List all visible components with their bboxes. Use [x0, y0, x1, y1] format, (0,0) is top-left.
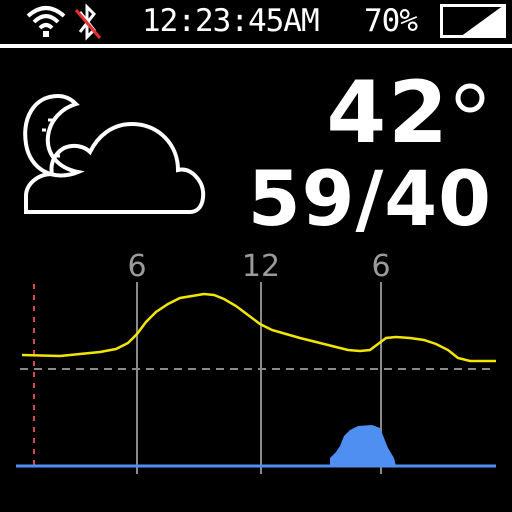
tick-label: 6 — [127, 249, 146, 284]
tick-label: 6 — [371, 249, 390, 284]
forecast-graph: 6 12 6 — [16, 249, 496, 474]
current-temperature: 42 — [326, 63, 450, 163]
status-bar: 12:23:45AM 70% — [0, 0, 512, 44]
degree-icon — [455, 83, 485, 113]
precipitation-area — [330, 425, 396, 466]
tick-label: 12 — [242, 249, 280, 284]
temperature-line — [21, 292, 496, 363]
wifi-icon — [26, 6, 66, 37]
high-low-temperature: 59/40 — [247, 154, 492, 243]
battery-icon — [440, 4, 506, 38]
bluetooth-disabled-icon — [74, 3, 102, 41]
status-divider — [0, 44, 512, 48]
clock: 12:23:45AM — [142, 3, 320, 39]
partly-cloudy-night-icon — [23, 93, 206, 214]
battery-percent: 70% — [364, 3, 418, 39]
